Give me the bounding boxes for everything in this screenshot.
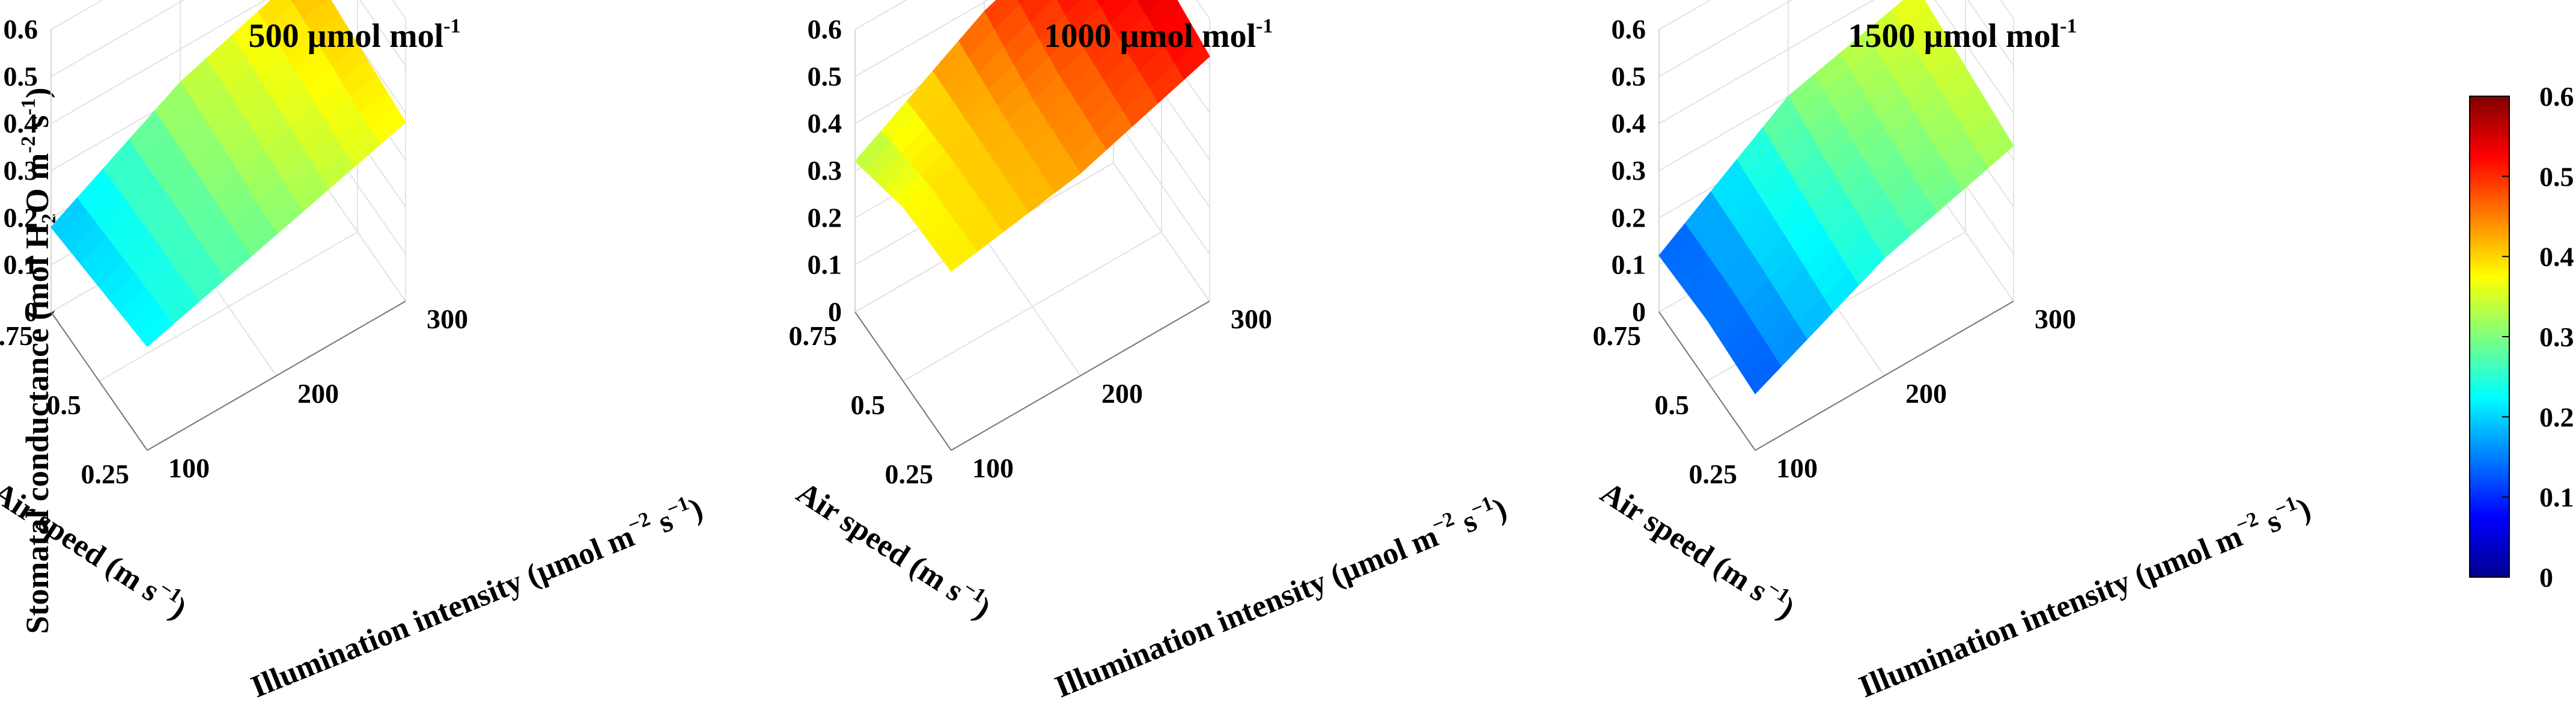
x-axis-title: Illumination intensity (µmol m−2 s−1): [1853, 488, 2316, 705]
surface: [50, 0, 406, 347]
colorbar-tick-label: 0.1: [2539, 482, 2574, 513]
z-tick-label: 0.1: [808, 249, 842, 280]
x-axis-line: [147, 301, 406, 451]
gridline: [903, 231, 1162, 382]
colorbar-tick-label: 0.2: [2539, 402, 2574, 432]
colorbar: 0 0.1 0.2 0.3 0.4 0.5 0.6: [2469, 81, 2574, 593]
z-tick-label: 0.6: [4, 14, 38, 44]
y-tick-label: 0.75: [789, 320, 838, 351]
panel-1: 0 0.1 0.2 0.3 0.4 0.5 0.6 0.25 0.5 0.75 100 200 300 5…: [0, 0, 708, 705]
z-tick-label: 0.5: [808, 61, 842, 91]
surface-patch: [1017, 0, 1025, 5]
z-tick-label: 0: [24, 296, 38, 327]
x-tick-label: 100: [972, 453, 1014, 483]
z-tick-label: 0.4: [808, 108, 842, 139]
z-tick-label: 0.6: [808, 14, 842, 44]
gridline: [1658, 0, 2014, 78]
y-axis-title: Air speed (m s−1): [790, 473, 998, 626]
x-tick-label: 200: [1905, 378, 1947, 409]
panel-title: 1500 µmol mol-1: [1848, 15, 2077, 55]
z-tick-label: 0.3: [4, 155, 38, 186]
y-axis-line: [1658, 311, 1756, 451]
x-tick-label: 100: [168, 453, 210, 483]
panel-title: 500 µmol mol-1: [248, 15, 460, 55]
z-tick-label: 0.1: [4, 249, 38, 280]
panels: 0 0.1 0.2 0.3 0.4 0.5 0.6 0.25 0.5 0.75 100 200 300 5…: [0, 0, 2316, 705]
panel-title: 1000 µmol mol-1: [1044, 15, 1273, 55]
x-axis-line: [951, 301, 1210, 451]
surface-patch: [1658, 223, 1695, 269]
panel-2: 0 0.1 0.2 0.3 0.4 0.5 0.6 0.25 0.5 0.75 100 200 300 1…: [789, 0, 1512, 705]
z-tick-label: 0: [828, 296, 842, 327]
y-tick-label: 0.25: [1689, 459, 1738, 489]
gridline: [99, 231, 358, 382]
surface-patch: [854, 130, 891, 171]
y-tick-label: 0.75: [0, 320, 33, 351]
x-tick-label: 200: [297, 378, 339, 409]
y-axis-line: [50, 311, 148, 451]
colorbar-tick-label: 0.5: [2539, 161, 2574, 192]
x-axis-title: Illumination intensity (µmol m−2 s−1): [1049, 488, 1512, 705]
z-tick-label: 0.5: [1612, 61, 1646, 91]
y-tick-label: 0.25: [885, 459, 934, 489]
x-tick-label: 200: [1101, 378, 1143, 409]
x-axis-line: [1755, 301, 2014, 451]
colorbar-ticks: 0 0.1 0.2 0.3 0.4 0.5 0.6: [2502, 81, 2574, 593]
surface: [854, 0, 1210, 272]
z-tick-label: 0.2: [1612, 202, 1646, 233]
y-tick-label: 0.75: [1593, 320, 1642, 351]
y-tick-label: 0.5: [851, 390, 886, 420]
y-axis-title: Air speed (m s−1): [1594, 473, 1802, 626]
z-tick-label: 0.3: [808, 155, 842, 186]
x-tick-label: 300: [1231, 304, 1272, 334]
y-tick-label: 0.5: [47, 390, 82, 420]
colorbar-tick-label: 0.4: [2539, 242, 2574, 272]
x-tick-label: 300: [427, 304, 468, 334]
gridline: [50, 0, 406, 124]
surface-patch: [290, 0, 299, 5]
gridline: [854, 162, 1210, 313]
axes: [854, 301, 1210, 451]
surface-patch: [1096, 0, 1108, 7]
shared-ylabel: Stomatal conductance (mol H2O m-2 s-1): [17, 87, 60, 634]
z-tick-label: 0.6: [1612, 14, 1646, 44]
y-axis-line: [854, 311, 952, 451]
z-tick-label: 0.3: [1612, 155, 1646, 186]
y-tick-label: 0.25: [81, 459, 130, 489]
z-tick-label: 0.2: [808, 202, 842, 233]
y-tick-label: 0.5: [1655, 390, 1690, 420]
colorbar-tick-label: 0.6: [2539, 81, 2574, 112]
colorbar-tick-label: 0.3: [2539, 322, 2574, 352]
z-tick-label: 0.4: [1612, 108, 1646, 139]
z-tick-label: 0.2: [4, 202, 38, 233]
colorbar-tick-label: 0: [2539, 562, 2553, 593]
z-tick-label: 0: [1632, 296, 1646, 327]
gridline: [1658, 0, 2014, 124]
gridline: [50, 0, 406, 78]
panel-3: 0 0.1 0.2 0.3 0.4 0.5 0.6 0.25 0.5 0.75 100 200 300 1…: [1593, 0, 2316, 705]
z-tick-label: 0.5: [4, 61, 38, 91]
axes: [50, 301, 406, 451]
axes: [1658, 301, 2014, 451]
surface: [1658, 0, 2014, 394]
surface-patch: [50, 197, 87, 240]
x-tick-label: 300: [2035, 304, 2076, 334]
z-tick-label: 0.1: [1612, 249, 1646, 280]
x-tick-label: 100: [1776, 453, 1818, 483]
z-tick-label: 0.4: [4, 108, 38, 139]
x-axis-title: Illumination intensity (µmol m−2 s−1): [245, 488, 708, 705]
